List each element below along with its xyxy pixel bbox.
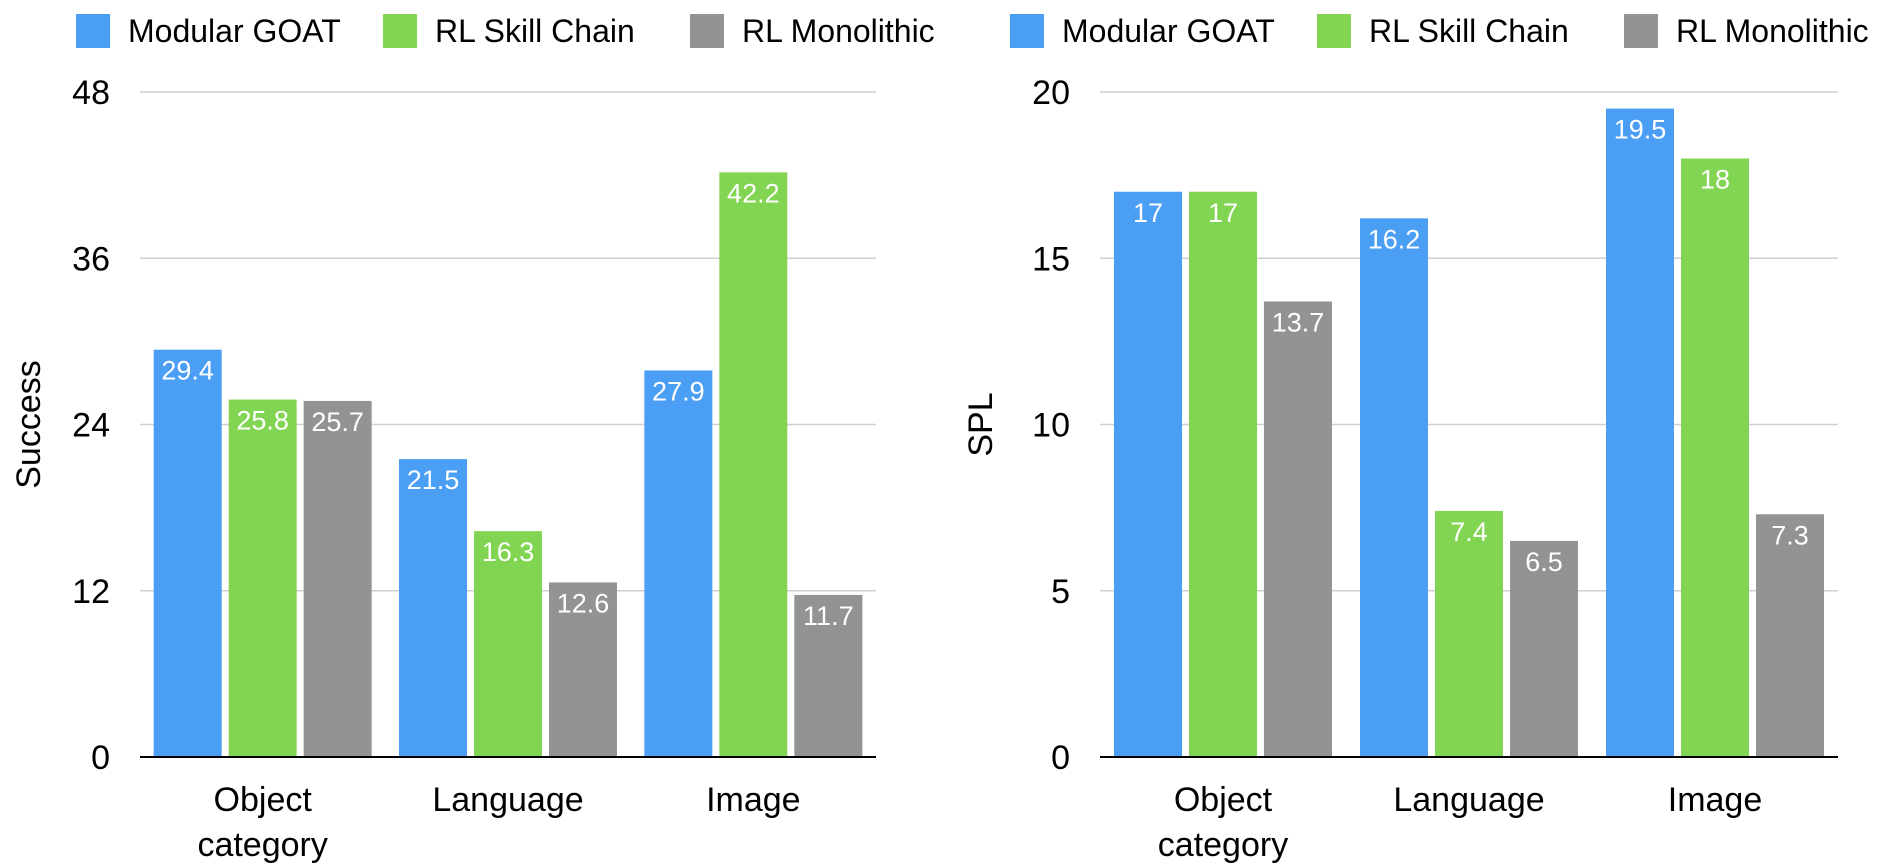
legend: Modular GOAT RL Skill Chain RL Monolithic bbox=[1010, 13, 1869, 49]
spl-chart: Modular GOAT RL Skill Chain RL Monolithic 0… bbox=[962, 13, 1869, 864]
bar-modular-goat-object-category bbox=[153, 349, 222, 757]
bar-rl-monolithic-object-category bbox=[303, 400, 372, 757]
legend-swatch-modular-goat bbox=[76, 14, 110, 48]
legend-swatch-rl-skill-chain bbox=[1317, 14, 1351, 48]
x-tick-object-category: Object category bbox=[1158, 781, 1288, 864]
data-label-rl-monolithic-object-category: 13.7 bbox=[1272, 307, 1325, 337]
x-tick-object-category: Object category bbox=[197, 781, 327, 864]
legend-label-modular-goat: Modular GOAT bbox=[128, 13, 341, 49]
bar-rl-monolithic-image bbox=[794, 594, 863, 757]
data-label-rl-monolithic-language: 6.5 bbox=[1525, 547, 1563, 577]
bar-modular-goat-image bbox=[644, 370, 713, 757]
bar-rl-monolithic-object-category bbox=[1264, 301, 1332, 757]
y-tick-20: 20 bbox=[1032, 74, 1070, 112]
y-tick-24: 24 bbox=[72, 407, 110, 445]
y-tick-labels: 0 5 10 15 20 bbox=[1032, 74, 1070, 777]
data-label-rl-skill-chain-object-category: 25.8 bbox=[236, 406, 289, 436]
legend-label-rl-monolithic: RL Monolithic bbox=[742, 13, 935, 49]
legend: Modular GOAT RL Skill Chain RL Monolithic bbox=[76, 13, 935, 49]
legend-swatch-rl-skill-chain bbox=[383, 14, 417, 48]
x-tick-line: Language bbox=[432, 781, 583, 819]
bars bbox=[153, 172, 863, 757]
data-label-rl-monolithic-language: 12.6 bbox=[557, 588, 610, 618]
data-label-modular-goat-image: 27.9 bbox=[652, 376, 705, 406]
x-tick-line: Language bbox=[1393, 781, 1544, 819]
y-axis-title: Success bbox=[10, 360, 48, 489]
y-tick-5: 5 bbox=[1051, 573, 1070, 611]
data-label-rl-monolithic-image: 7.3 bbox=[1771, 520, 1809, 550]
data-label-rl-skill-chain-object-category: 17 bbox=[1208, 198, 1238, 228]
data-label-rl-monolithic-object-category: 25.7 bbox=[311, 407, 364, 437]
x-tick-language: Language bbox=[1393, 781, 1544, 819]
legend-label-rl-monolithic: RL Monolithic bbox=[1676, 13, 1869, 49]
y-tick-0: 0 bbox=[1051, 739, 1070, 777]
legend-swatch-rl-monolithic bbox=[1624, 14, 1658, 48]
bar-rl-monolithic-image bbox=[1756, 514, 1824, 757]
data-label-modular-goat-object-category: 17 bbox=[1133, 198, 1163, 228]
data-label-rl-skill-chain-image: 42.2 bbox=[727, 178, 780, 208]
y-tick-48: 48 bbox=[72, 74, 110, 112]
bar-rl-monolithic-language bbox=[549, 582, 617, 757]
legend-label-rl-skill-chain: RL Skill Chain bbox=[1369, 13, 1569, 49]
bar-rl-skill-chain-image bbox=[719, 172, 788, 757]
success-chart: Modular GOAT RL Skill Chain RL Monolithic 0… bbox=[10, 13, 935, 864]
x-tick-image: Image bbox=[1668, 781, 1763, 819]
bar-rl-skill-chain-image bbox=[1681, 158, 1749, 757]
legend-item-modular-goat: Modular GOAT bbox=[1010, 13, 1275, 49]
y-tick-15: 15 bbox=[1032, 240, 1070, 278]
y-tick-12: 12 bbox=[72, 573, 110, 611]
data-labels: 17 17 13.7 16.2 7.4 6.5 19.5 18 7.3 bbox=[1133, 115, 1809, 577]
legend-label-rl-skill-chain: RL Skill Chain bbox=[435, 13, 635, 49]
bar-modular-goat-object-category bbox=[1114, 191, 1182, 757]
legend-swatch-modular-goat bbox=[1010, 14, 1044, 48]
y-axis-title: SPL bbox=[962, 392, 1000, 456]
y-tick-10: 10 bbox=[1032, 407, 1070, 445]
bar-rl-skill-chain-object-category bbox=[228, 399, 297, 757]
data-label-rl-skill-chain-language: 16.3 bbox=[482, 537, 535, 567]
x-tick-line: Object bbox=[1174, 781, 1273, 819]
bars bbox=[1114, 108, 1824, 758]
data-label-modular-goat-image: 19.5 bbox=[1614, 115, 1667, 145]
data-label-modular-goat-language: 21.5 bbox=[407, 465, 460, 495]
bar-modular-goat-language bbox=[1360, 218, 1428, 758]
data-label-rl-monolithic-image: 11.7 bbox=[803, 601, 854, 631]
legend-swatch-rl-monolithic bbox=[690, 14, 724, 48]
legend-label-modular-goat: Modular GOAT bbox=[1062, 13, 1275, 49]
bar-modular-goat-language bbox=[399, 459, 467, 757]
legend-item-rl-skill-chain: RL Skill Chain bbox=[383, 13, 635, 49]
legend-item-modular-goat: Modular GOAT bbox=[76, 13, 341, 49]
legend-item-rl-monolithic: RL Monolithic bbox=[690, 13, 935, 49]
legend-item-rl-skill-chain: RL Skill Chain bbox=[1317, 13, 1569, 49]
legend-item-rl-monolithic: RL Monolithic bbox=[1624, 13, 1869, 49]
x-tick-image: Image bbox=[706, 781, 801, 819]
data-labels: 29.4 25.8 25.7 21.5 16.3 12.6 27.9 42.2 11.7 bbox=[161, 178, 853, 631]
x-tick-line: Image bbox=[1668, 781, 1763, 819]
x-tick-line: category bbox=[197, 826, 327, 864]
bar-rl-monolithic-language bbox=[1510, 540, 1578, 757]
y-tick-0: 0 bbox=[91, 739, 110, 777]
bar-modular-goat-image bbox=[1606, 108, 1674, 757]
y-tick-labels: 0 12 24 36 48 bbox=[72, 74, 110, 777]
data-label-rl-skill-chain-language: 7.4 bbox=[1450, 517, 1488, 547]
data-label-rl-skill-chain-image: 18 bbox=[1700, 165, 1730, 195]
bar-rl-skill-chain-object-category bbox=[1189, 191, 1257, 757]
x-tick-line: Object bbox=[214, 781, 313, 819]
y-tick-36: 36 bbox=[72, 240, 110, 278]
x-tick-language: Language bbox=[432, 781, 583, 819]
x-tick-line: Image bbox=[706, 781, 801, 819]
x-tick-line: category bbox=[1158, 826, 1288, 864]
bar-rl-skill-chain-language bbox=[1435, 510, 1503, 757]
bar-rl-skill-chain-language bbox=[474, 531, 542, 757]
data-label-modular-goat-object-category: 29.4 bbox=[161, 356, 214, 386]
data-label-modular-goat-language: 16.2 bbox=[1368, 224, 1421, 254]
